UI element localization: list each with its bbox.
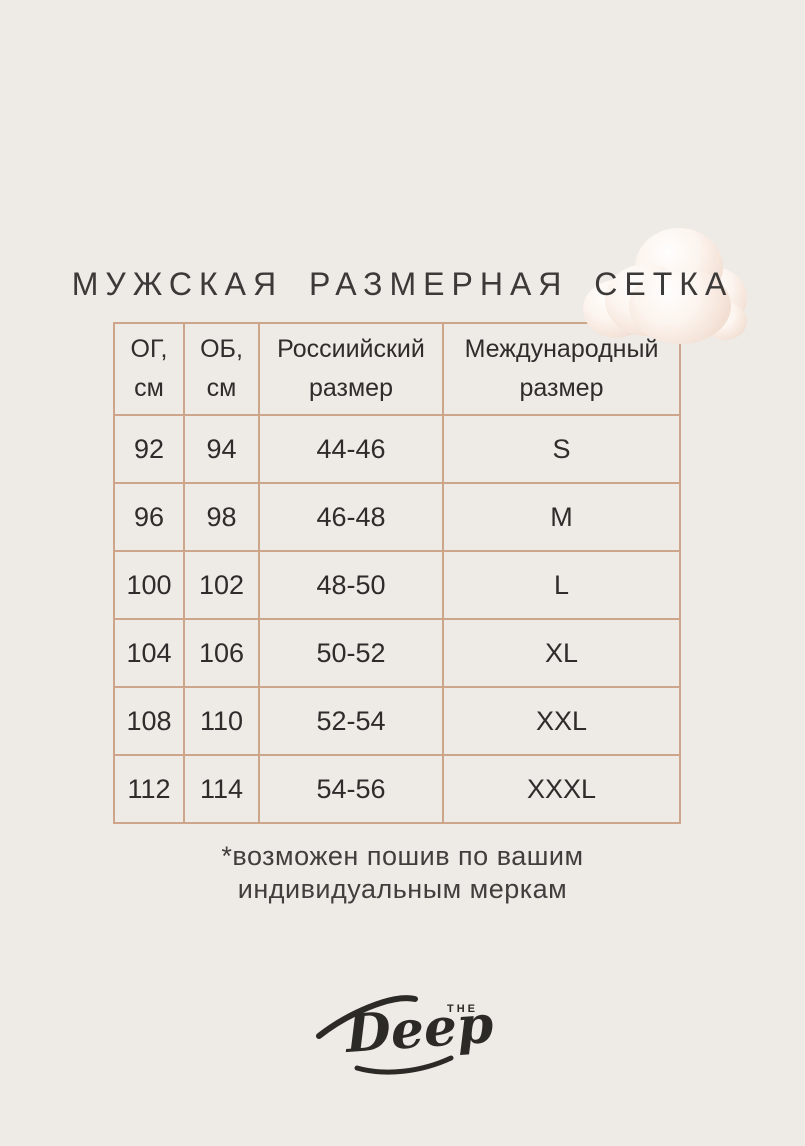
- cell-russian-size: 52-54: [258, 686, 444, 756]
- header-russian-size: Россиийский размер: [258, 322, 444, 416]
- header-hips: ОБ, см: [183, 322, 260, 416]
- table-row: 100 102 48-50 L: [113, 550, 681, 620]
- cell-international-size: S: [442, 414, 681, 484]
- logo-swash-underline: [354, 1055, 454, 1075]
- cell-chest: 112: [113, 754, 185, 824]
- table-row: 104 106 50-52 XL: [113, 618, 681, 688]
- cell-hips: 102: [183, 550, 260, 620]
- header-international-size: Международный размер: [442, 322, 681, 416]
- cell-hips: 94: [183, 414, 260, 484]
- cell-chest: 96: [113, 482, 185, 552]
- custom-sewing-footnote: *возможен пошив по вашим индивидуальным …: [0, 840, 805, 906]
- cell-hips: 106: [183, 618, 260, 688]
- cell-international-size: L: [442, 550, 681, 620]
- cell-russian-size: 50-52: [258, 618, 444, 688]
- cell-russian-size: 44-46: [258, 414, 444, 484]
- cell-russian-size: 46-48: [258, 482, 444, 552]
- size-table: ОГ, см ОБ, см Россиийский размер Междуна…: [113, 322, 681, 824]
- cell-international-size: XXL: [442, 686, 681, 756]
- cloud-puff: [703, 302, 747, 340]
- logo-prefix: THE: [447, 1003, 478, 1015]
- cell-russian-size: 54-56: [258, 754, 444, 824]
- logo-wordmark: Deep: [342, 994, 493, 1065]
- table-header-row: ОГ, см ОБ, см Россиийский размер Междуна…: [113, 322, 681, 416]
- brand-logo: Deep THE: [316, 994, 493, 1075]
- cell-international-size: M: [442, 482, 681, 552]
- cell-hips: 110: [183, 686, 260, 756]
- table-row: 92 94 44-46 S: [113, 414, 681, 484]
- footnote-line: индивидуальным меркам: [237, 873, 568, 904]
- table-row: 112 114 54-56 XXXL: [113, 754, 681, 824]
- cell-international-size: XXXL: [442, 754, 681, 824]
- table-row: 96 98 46-48 M: [113, 482, 681, 552]
- cell-hips: 98: [183, 482, 260, 552]
- cell-chest: 92: [113, 414, 185, 484]
- cell-chest: 104: [113, 618, 185, 688]
- cell-chest: 100: [113, 550, 185, 620]
- cell-russian-size: 48-50: [258, 550, 444, 620]
- page-title: МУЖСКАЯ РАЗМЕРНАЯ СЕТКА: [71, 266, 734, 302]
- table-row: 108 110 52-54 XXL: [113, 686, 681, 756]
- logo-swash-top: [316, 995, 418, 1039]
- cell-chest: 108: [113, 686, 185, 756]
- header-chest: ОГ, см: [113, 322, 185, 416]
- footnote-line: *возможен пошив по вашим: [221, 841, 584, 871]
- cell-hips: 114: [183, 754, 260, 824]
- cell-international-size: XL: [442, 618, 681, 688]
